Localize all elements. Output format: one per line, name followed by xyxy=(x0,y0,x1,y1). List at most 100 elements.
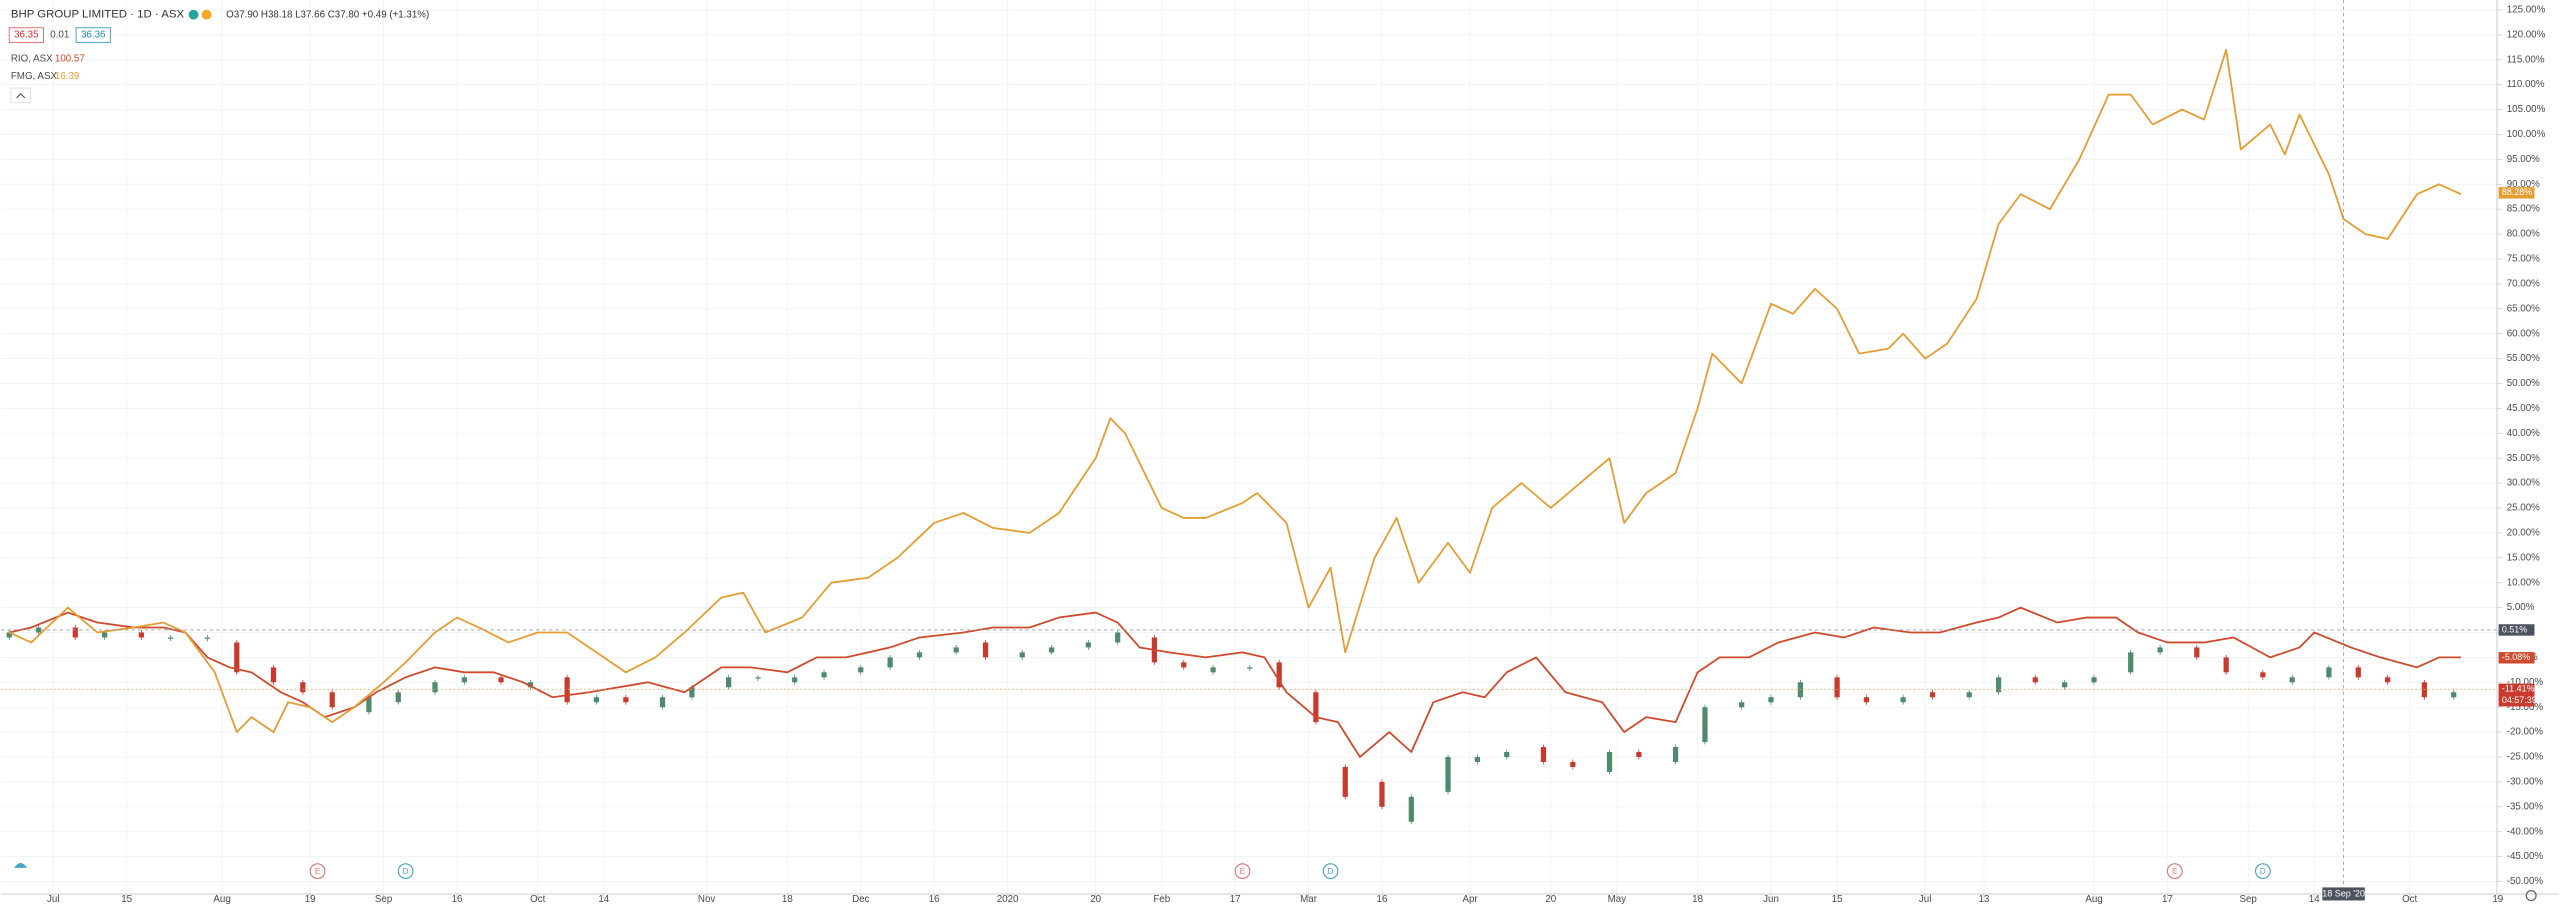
candle xyxy=(2062,682,2068,688)
candle xyxy=(2326,667,2332,678)
y-tick-label: 80.00% xyxy=(2507,229,2540,240)
y-tick-label: 105.00% xyxy=(2507,104,2546,115)
candle xyxy=(2128,652,2134,673)
y-tick-label: -20.00% xyxy=(2507,727,2544,738)
ask: 36.36 xyxy=(81,30,105,41)
x-tick-label: 17 xyxy=(2162,894,2173,905)
y-tick-label: -45.00% xyxy=(2507,851,2544,862)
candle xyxy=(1900,697,1906,703)
candle xyxy=(2091,677,2097,683)
candle xyxy=(1276,662,1282,688)
ask-box[interactable] xyxy=(75,27,111,43)
candle xyxy=(689,687,695,698)
crosshair-x-label: 18 Sep '20 xyxy=(2322,888,2365,898)
event-label: E xyxy=(1240,867,1246,876)
event-marker[interactable] xyxy=(2254,863,2271,880)
candle xyxy=(204,637,211,639)
x-tick-label: Jun xyxy=(1763,894,1779,905)
candle xyxy=(1210,667,1216,673)
event-marker[interactable] xyxy=(397,863,414,880)
event-marker[interactable] xyxy=(1322,863,1339,880)
candle xyxy=(887,657,893,668)
collapse-button[interactable] xyxy=(10,87,31,104)
legend-value: 100.57 xyxy=(55,53,85,64)
crosshair-x-label-bg xyxy=(2322,887,2365,901)
y-tick-label: 30.00% xyxy=(2507,478,2540,489)
event-marker[interactable] xyxy=(309,863,326,880)
y-tick-label: 10.00% xyxy=(2507,577,2540,588)
event-label: D xyxy=(1328,867,1334,876)
series-line xyxy=(9,606,2462,758)
event-marker[interactable] xyxy=(1234,863,1251,880)
candle xyxy=(300,682,306,693)
x-tick-label: 14 xyxy=(598,894,609,905)
series-line xyxy=(8,48,2462,733)
candle xyxy=(1247,667,1253,669)
candle xyxy=(1606,752,1613,772)
event-label: E xyxy=(315,867,321,876)
candle xyxy=(461,677,467,683)
candle xyxy=(270,667,277,683)
x-tick-label: 13 xyxy=(1978,894,1989,905)
candle xyxy=(1408,796,1414,822)
x-tick-label: Dec xyxy=(852,894,869,905)
candle xyxy=(2260,672,2266,678)
x-tick-label: 20 xyxy=(1090,894,1101,905)
x-tick-label: 16 xyxy=(452,894,463,905)
y-tick-label: -40.00% xyxy=(2507,826,2544,837)
candle xyxy=(1797,682,1803,698)
last-value-label: -11.41% xyxy=(2502,684,2535,694)
y-tick-label: -30.00% xyxy=(2507,776,2544,787)
settings-icon[interactable] xyxy=(2525,890,2537,902)
y-tick-label: 85.00% xyxy=(2507,204,2540,215)
countdown: 04:57:39 xyxy=(2502,695,2537,705)
x-tick-label: Sep xyxy=(2239,894,2257,905)
y-tick-label: 50.00% xyxy=(2507,378,2540,389)
candle xyxy=(1181,662,1187,668)
event-label: E xyxy=(2172,867,2178,876)
y-tick-label: 115.00% xyxy=(2507,54,2545,65)
candle xyxy=(2157,647,2163,653)
spread: 0.01 xyxy=(50,30,69,41)
y-tick-label: -10.00% xyxy=(2507,677,2544,688)
y-tick-label: -25.00% xyxy=(2507,752,2544,763)
y-tick-label: 120.00% xyxy=(2507,29,2546,40)
x-tick-label: Jul xyxy=(1919,894,1931,905)
candle xyxy=(1995,677,2002,693)
collapse-icon xyxy=(16,92,26,99)
candle xyxy=(953,647,959,653)
candle xyxy=(982,642,989,658)
candle xyxy=(527,682,534,688)
x-tick-label: Jul xyxy=(47,894,59,905)
y-tick-label: -50.00% xyxy=(2507,876,2544,887)
candle xyxy=(1115,632,1121,643)
candle xyxy=(366,697,372,713)
x-tick-label: Oct xyxy=(530,894,545,905)
x-tick-label: Mar xyxy=(1300,894,1318,905)
candle xyxy=(564,677,570,703)
candle xyxy=(2032,677,2038,683)
y-tick-label: 40.00% xyxy=(2507,428,2540,439)
last-value-label-bg xyxy=(2498,187,2535,199)
y-tick-label: -35.00% xyxy=(2507,801,2544,812)
y-tick-label: 25.00% xyxy=(2507,503,2540,514)
candle xyxy=(755,677,761,679)
candle xyxy=(821,672,827,678)
candle xyxy=(35,627,42,633)
status-dot xyxy=(188,9,199,20)
grid xyxy=(1,0,2499,894)
x-tick-label: 18 xyxy=(1692,894,1703,905)
legend-name: RIO, ASX xyxy=(11,53,53,64)
event-label: D xyxy=(403,867,409,876)
bid-box[interactable] xyxy=(8,27,44,43)
x-tick-label: 16 xyxy=(929,894,940,905)
x-tick-label: 14 xyxy=(2309,894,2320,905)
candle xyxy=(2385,677,2391,683)
y-tick-label: 60.00% xyxy=(2507,328,2540,339)
event-marker[interactable] xyxy=(2166,863,2183,880)
y-tick-label: 65.00% xyxy=(2507,303,2540,314)
x-tick-label: 19 xyxy=(2492,894,2503,905)
candle xyxy=(1342,766,1348,797)
candle xyxy=(2194,647,2200,658)
